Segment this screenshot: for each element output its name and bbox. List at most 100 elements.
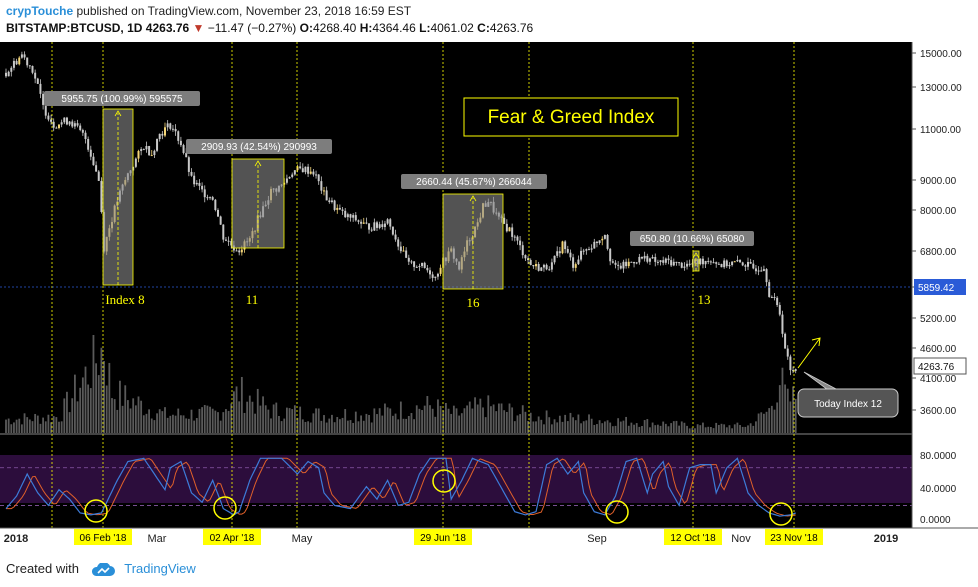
volume-bar [625,416,627,433]
volume-bar [426,396,429,433]
volume-bar [262,396,264,433]
volume-bar [545,410,548,433]
close-value: 4263.76 [489,21,534,35]
price-chart[interactable]: 5955.75 (100.99%) 595575 2909.93 (42.54%)… [0,0,978,560]
volume-bar [283,418,286,433]
volume-bar [789,401,792,433]
candle-body [227,240,230,242]
axes: 15000.00 13000.00 11000.00 9000.00 8000.00 68… [0,42,978,548]
oscillator-tick-label: 0.0000 [920,515,951,526]
candle-body [142,149,145,151]
callout-text: Today Index 12 [814,399,882,410]
candle-body [678,262,681,264]
candle-body [776,297,779,306]
author-name[interactable]: crypTouche [6,4,74,18]
volume-bar [100,347,103,433]
volume-bar [537,416,540,433]
volume-bar [211,408,214,433]
measurement-overlays: 5955.75 (100.99%) 595575 2909.93 (42.54%)… [0,42,912,528]
volume-bar [519,414,521,433]
tradingview-brand[interactable]: TradingView [124,561,196,576]
candle-body [193,175,196,185]
volume-bar [275,402,278,433]
candle-body [569,252,572,258]
candle-body [174,128,177,132]
volume-bar [635,423,638,433]
price-tick-label: 3600.00 [920,406,957,417]
volume-bar [476,404,479,433]
volume-bar [447,408,450,433]
volume-bar [511,407,514,433]
date-highlight-label: 29 Jun '18 [420,533,466,544]
candle-body [405,250,408,258]
volume-bar [678,425,680,433]
candle-body [537,264,540,271]
volume-bar [132,398,135,433]
candle-body [680,262,683,268]
volume-bar [609,422,612,433]
candle-body [731,261,734,266]
volume-bar [680,421,683,433]
volume-bar [360,415,362,433]
candle-body [7,71,10,77]
volume-bar [667,426,670,433]
volume-bar [89,388,92,433]
candle-body [662,260,665,263]
volume-bar [71,398,74,433]
candle-body [100,180,103,213]
high-label: H: [359,21,373,35]
volume-bar [500,403,503,433]
volume-bar [757,413,760,433]
volume-bar [23,413,26,433]
candle-body [182,145,185,153]
volume-bar [421,410,423,433]
volume-bar [397,419,400,433]
volume-bar [129,408,132,433]
candle-body [187,157,190,172]
candle-body [561,241,564,254]
stoch-k-line [5,457,796,517]
price-tick-label: 11000.00 [920,125,961,136]
volume-bar [31,421,34,433]
volume-bar [203,404,206,433]
volume-bar [238,401,241,433]
volume-bar [725,427,728,433]
candle-body [715,262,718,264]
volume-bar [532,421,535,433]
candle-body [31,65,34,73]
measure-arrowhead [114,110,122,117]
candle-body [577,259,580,265]
candle-body [58,124,60,129]
candle-body [553,255,556,263]
candle-body [786,348,789,357]
volume-bar [108,362,111,433]
volume-bar [346,420,349,433]
volume-bar [588,414,590,433]
volume-bar [187,418,190,433]
candle-body [593,241,596,249]
volume-bar [272,404,275,433]
volume-bar [148,409,150,433]
volume-bar [739,425,741,433]
oversold-circle [769,502,793,526]
volume-bar [309,422,312,433]
candle-body [95,165,98,172]
volume-bar [683,422,686,433]
candle-body [47,115,50,120]
volume-bar [702,422,704,433]
last-price-tag [913,357,967,375]
candle-body [381,224,384,227]
volume-bar [551,424,553,433]
candle-body [595,241,598,244]
price-tick-label: 15000.00 [920,49,962,60]
volume-bar [230,403,233,433]
volume-bar [240,376,243,433]
volume-bar [535,421,537,433]
volume-bar [55,417,58,433]
candle-body [383,223,386,227]
volume-bar [548,417,551,433]
volume-bar [137,396,140,433]
candle-body [407,257,410,262]
volume-bar [439,405,442,433]
volume-bar [619,421,622,433]
